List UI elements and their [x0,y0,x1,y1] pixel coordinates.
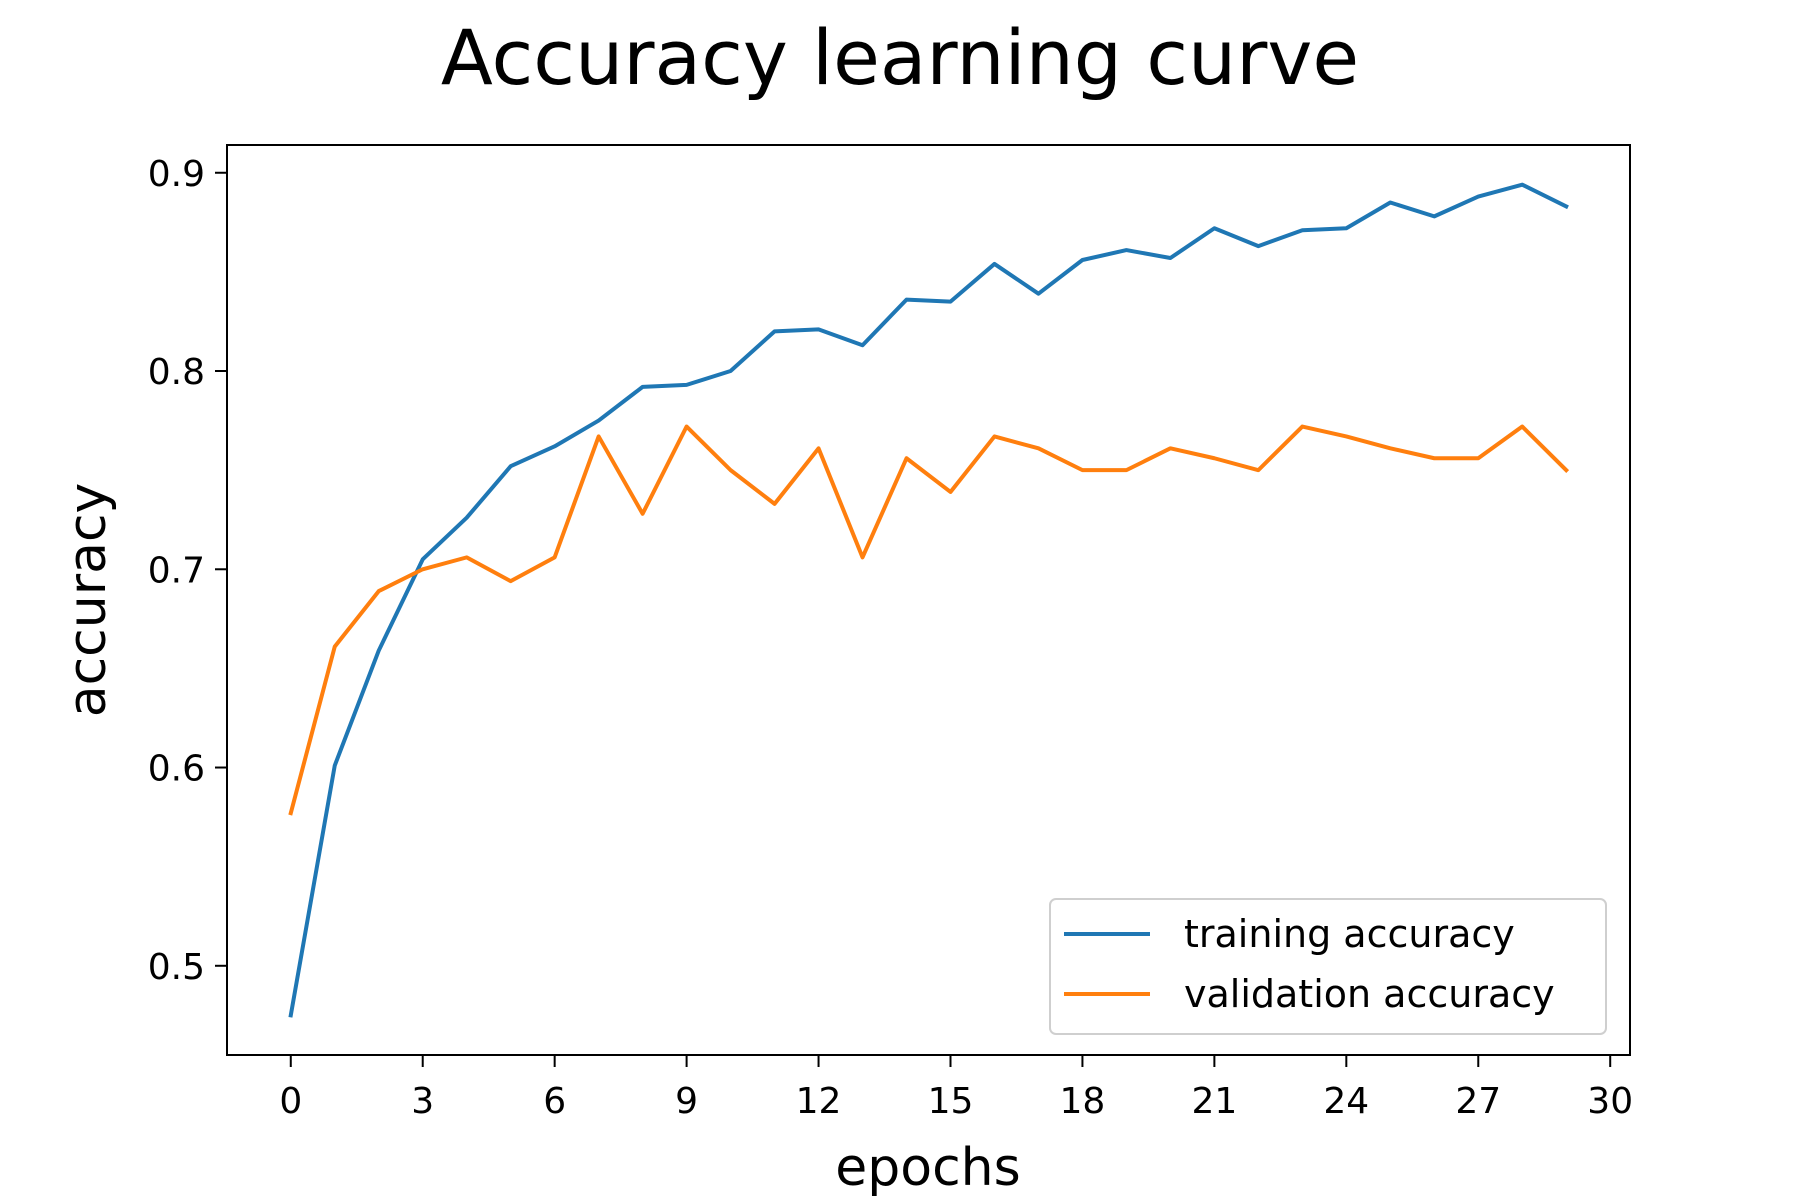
y-tick-label: 0.5 [148,947,205,988]
chart-title: Accuracy learning curve [441,13,1359,102]
y-tick-label: 0.6 [148,749,205,790]
y-axis-label: accuracy [58,483,118,718]
x-tick-label: 27 [1455,1081,1501,1122]
validation-accuracy-line [288,424,1570,816]
legend-label-validation: validation accuracy [1184,972,1555,1016]
legend-label-training: training accuracy [1184,912,1515,956]
legend-box [1049,898,1607,1035]
x-tick-label: 6 [543,1081,566,1122]
series-layer [288,182,1570,1018]
x-tick-label: 15 [928,1081,974,1122]
x-tick-label: 18 [1060,1081,1106,1122]
x-tick-label: 21 [1191,1081,1237,1122]
y-tick-label: 0.9 [148,154,205,195]
x-tick-label: 24 [1323,1081,1369,1122]
x-axis: 0 3 6 9 12 15 18 21 24 27 30 [279,1055,1633,1122]
plot-frame [226,144,1631,1056]
y-tick-label: 0.8 [148,352,205,393]
x-tick-label: 0 [279,1081,302,1122]
legend: training accuracy validation accuracy [1049,898,1607,1035]
y-axis: 0.5 0.6 0.7 0.8 0.9 [148,154,227,988]
y-tick-label: 0.7 [148,550,205,591]
x-tick-label: 30 [1587,1081,1633,1122]
x-tick-label: 9 [675,1081,698,1122]
x-tick-label: 12 [796,1081,842,1122]
x-tick-label: 3 [411,1081,434,1122]
x-axis-label: epochs [835,1138,1020,1198]
training-accuracy-line [288,182,1569,1018]
